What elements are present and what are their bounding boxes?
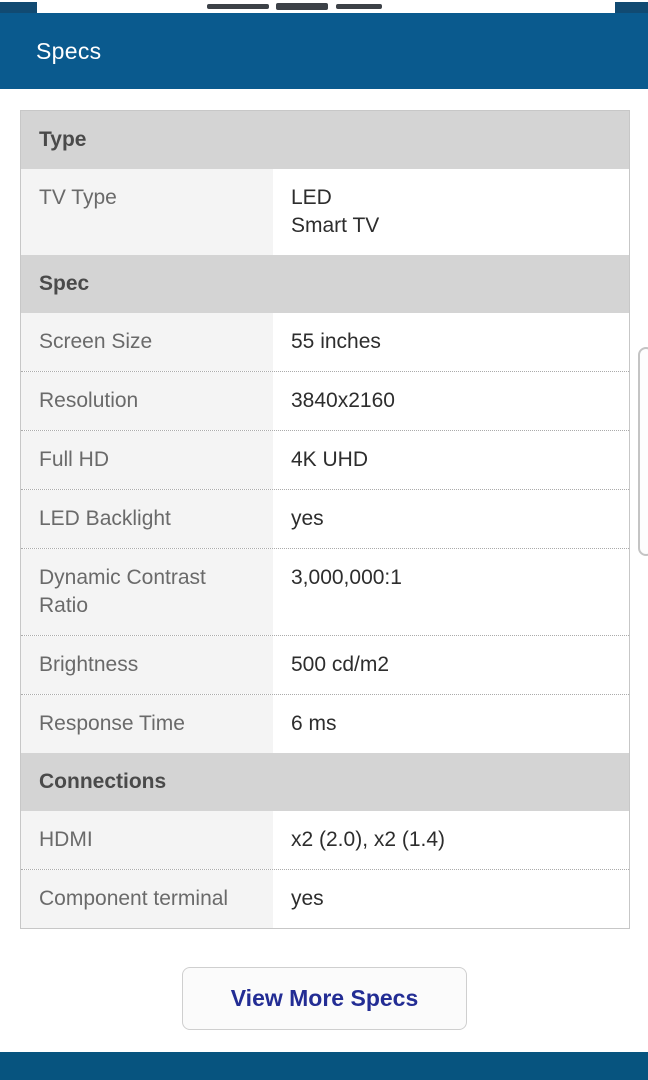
spec-label: Brightness — [21, 636, 273, 694]
spec-value: 55 inches — [291, 330, 381, 353]
spec-row: HDMI x2 (2.0), x2 (1.4) — [21, 811, 629, 869]
spec-row: Component terminal yes — [21, 869, 629, 928]
clipped-text-fragment — [336, 4, 382, 9]
top-right-blue-fragment — [615, 2, 648, 13]
specs-header-bar: Specs — [0, 13, 648, 89]
spec-label: TV Type — [21, 169, 273, 255]
clipped-previous-content — [0, 0, 648, 13]
clipped-text-fragment — [276, 3, 328, 10]
spec-row: Resolution 3840x2160 — [21, 371, 629, 430]
view-more-specs-label: View More Specs — [230, 985, 419, 1011]
spec-label: Dynamic Contrast Ratio — [21, 549, 273, 635]
spec-value: yes — [291, 887, 324, 910]
section-header: Type — [21, 111, 629, 169]
spec-row: TV Type LED Smart TV — [21, 169, 629, 255]
spec-row: Full HD 4K UHD — [21, 430, 629, 489]
bottom-bar — [0, 1052, 648, 1080]
clipped-text-fragment — [207, 4, 269, 9]
spec-label: LED Backlight — [21, 490, 273, 548]
spec-value: 500 cd/m2 — [291, 653, 390, 676]
spec-label: Resolution — [21, 372, 273, 430]
spec-value: x2 (2.0), x2 (1.4) — [291, 828, 446, 851]
spec-value: LED Smart TV — [291, 186, 380, 237]
spec-row: Response Time 6 ms — [21, 694, 629, 753]
scrollbar-thumb[interactable] — [638, 347, 648, 556]
section-header: Connections — [21, 753, 629, 811]
spec-row: Dynamic Contrast Ratio 3,000,000:1 — [21, 548, 629, 635]
spec-label: Component terminal — [21, 870, 273, 928]
top-left-blue-fragment — [0, 2, 37, 13]
spec-label: Response Time — [21, 695, 273, 753]
spec-value: yes — [291, 507, 324, 530]
spec-label: HDMI — [21, 811, 273, 869]
spec-value: 3,000,000:1 — [291, 566, 402, 589]
spec-row: Screen Size 55 inches — [21, 313, 629, 371]
spec-row: LED Backlight yes — [21, 489, 629, 548]
section-header: Spec — [21, 255, 629, 313]
page-title: Specs — [36, 37, 102, 64]
spec-label: Full HD — [21, 431, 273, 489]
spec-row: Brightness 500 cd/m2 — [21, 635, 629, 694]
spec-value: 6 ms — [291, 712, 337, 735]
specs-table: Type TV Type LED Smart TV Spec Screen Size 55… — [20, 110, 630, 929]
spec-label: Screen Size — [21, 313, 273, 371]
view-more-specs-button[interactable]: View More Specs — [182, 967, 467, 1030]
spec-value: 4K UHD — [291, 448, 369, 471]
spec-value: 3840x2160 — [291, 389, 395, 412]
